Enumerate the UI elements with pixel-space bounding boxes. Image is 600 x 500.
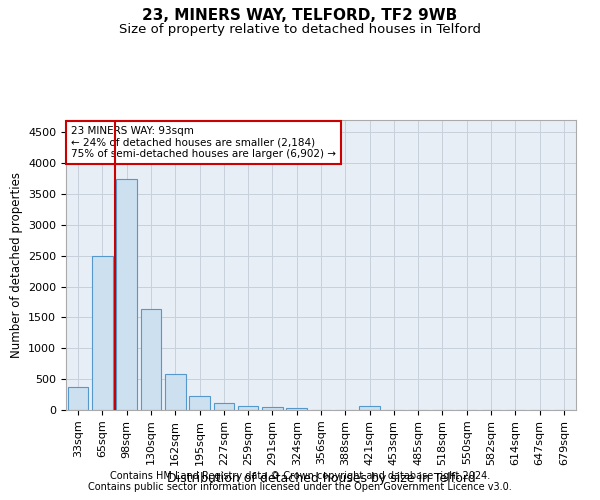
Bar xyxy=(116,178,137,410)
Bar xyxy=(238,406,259,410)
Bar xyxy=(165,374,185,410)
Bar xyxy=(359,406,380,410)
Bar xyxy=(189,396,210,410)
Bar xyxy=(262,407,283,410)
Bar xyxy=(140,309,161,410)
Text: Contains HM Land Registry data © Crown copyright and database right 2024.: Contains HM Land Registry data © Crown c… xyxy=(110,471,490,481)
Bar xyxy=(68,387,88,410)
Bar xyxy=(286,408,307,410)
Bar xyxy=(214,403,234,410)
Text: Contains public sector information licensed under the Open Government Licence v3: Contains public sector information licen… xyxy=(88,482,512,492)
Bar xyxy=(92,256,113,410)
X-axis label: Distribution of detached houses by size in Telford: Distribution of detached houses by size … xyxy=(167,472,475,485)
Text: Size of property relative to detached houses in Telford: Size of property relative to detached ho… xyxy=(119,22,481,36)
Text: 23, MINERS WAY, TELFORD, TF2 9WB: 23, MINERS WAY, TELFORD, TF2 9WB xyxy=(142,8,458,22)
Y-axis label: Number of detached properties: Number of detached properties xyxy=(10,172,23,358)
Text: 23 MINERS WAY: 93sqm
← 24% of detached houses are smaller (2,184)
75% of semi-de: 23 MINERS WAY: 93sqm ← 24% of detached h… xyxy=(71,126,336,159)
